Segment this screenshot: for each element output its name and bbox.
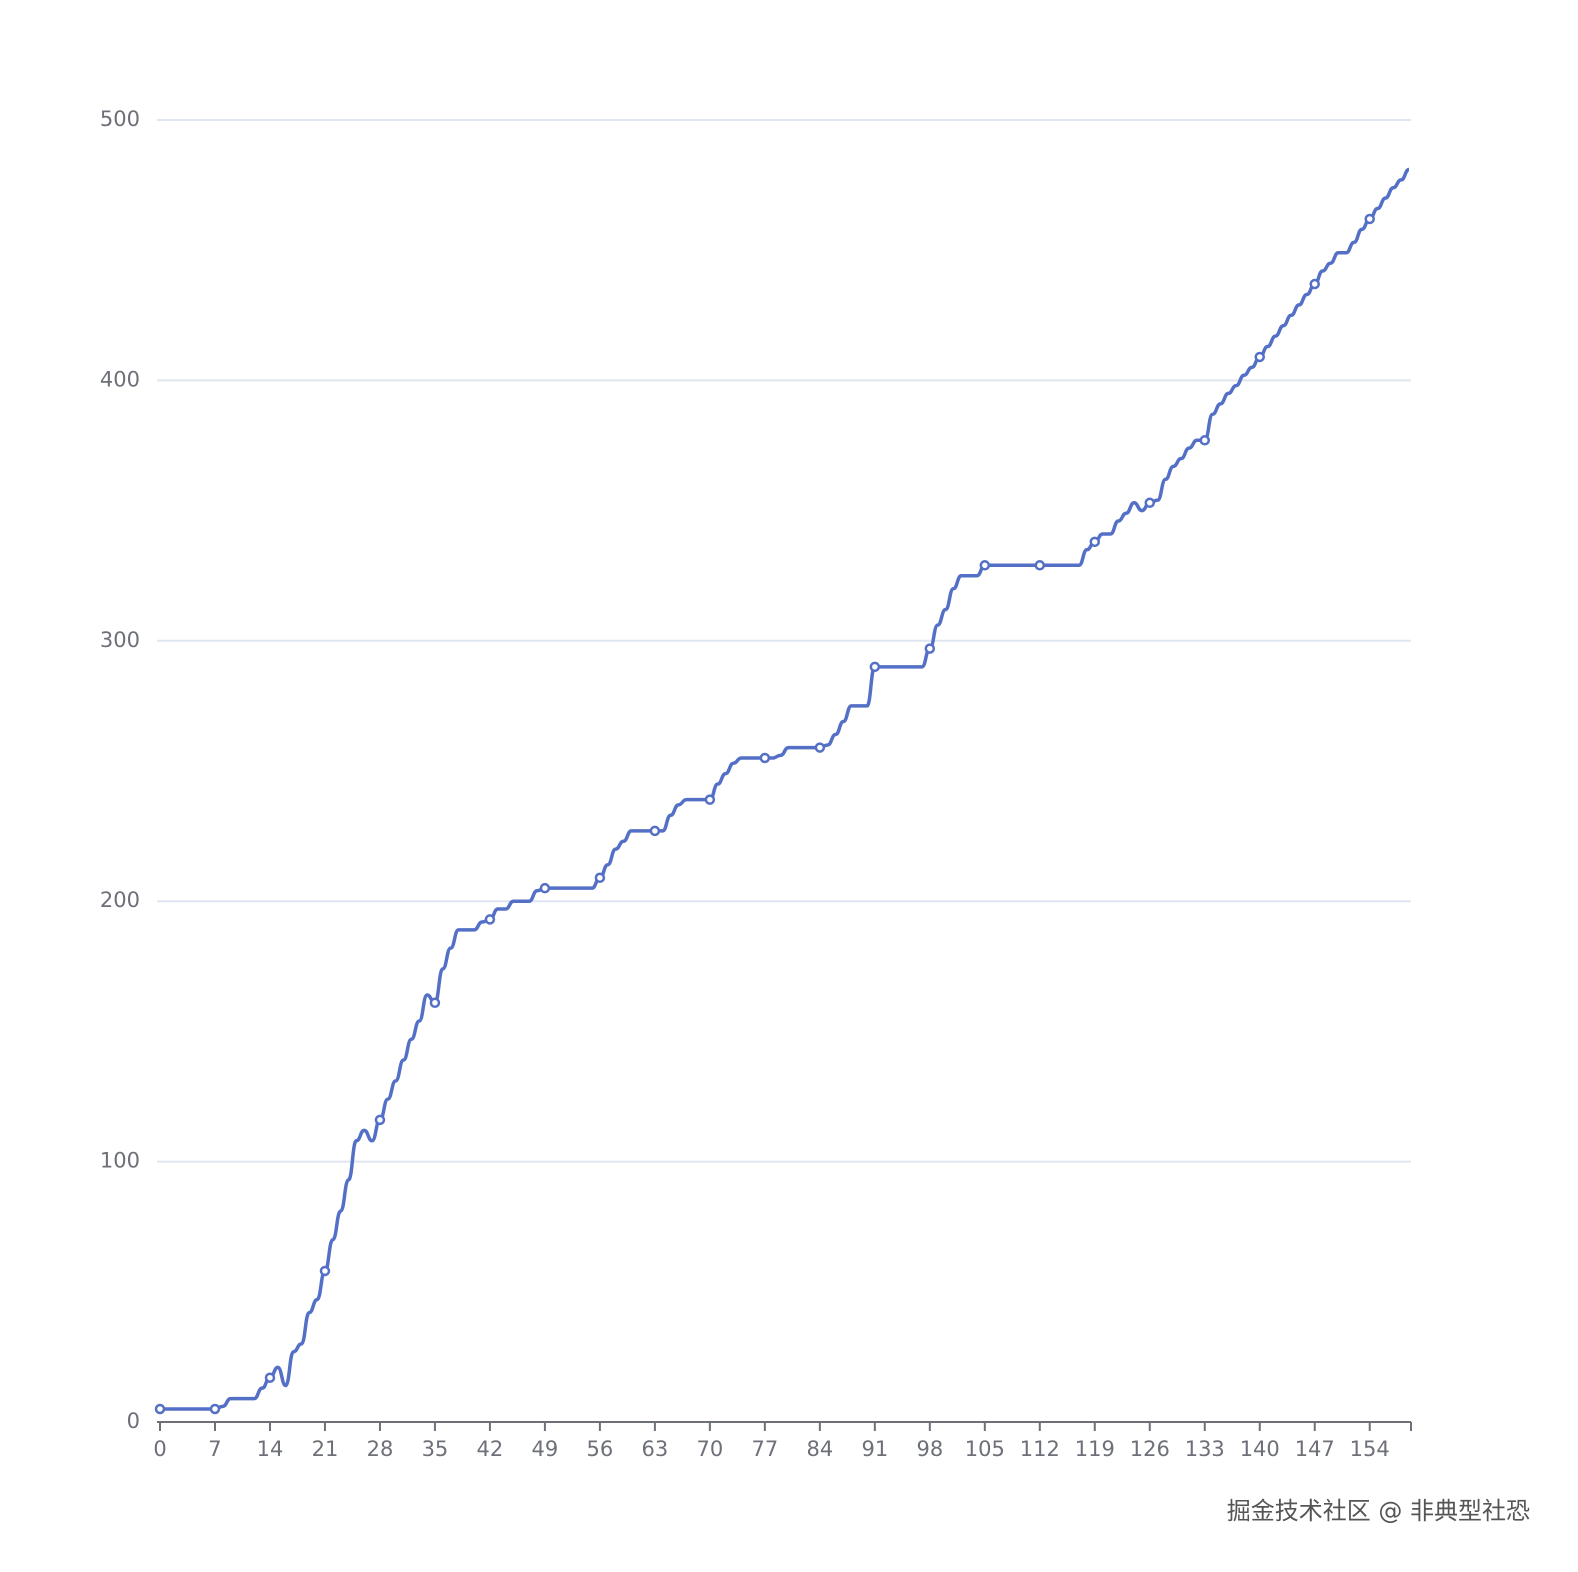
x-tick-label: 63 — [642, 1437, 669, 1461]
point — [649, 825, 661, 837]
point — [869, 661, 881, 673]
watermark: 掘金技术社区 @ 非典型社恐 — [1227, 1497, 1530, 1525]
line — [160, 167, 1410, 1411]
point — [759, 752, 771, 764]
point — [539, 882, 551, 894]
x-tick-label: 56 — [587, 1437, 614, 1461]
point — [924, 643, 936, 654]
point — [1089, 536, 1101, 548]
x-tick-label: 42 — [477, 1437, 504, 1461]
x-tick-label: 119 — [1075, 1437, 1115, 1461]
x-tick-label: 112 — [1020, 1437, 1060, 1461]
x-tick-label: 105 — [965, 1437, 1005, 1461]
y-tick-label: 500 — [100, 107, 140, 131]
point — [154, 1403, 166, 1415]
point — [264, 1372, 276, 1383]
y-tick-label: 0 — [127, 1409, 140, 1433]
y-tick-label: 300 — [100, 628, 140, 652]
point — [319, 1265, 331, 1277]
point — [814, 742, 826, 753]
point — [594, 872, 606, 884]
point — [484, 914, 496, 925]
point — [1309, 278, 1320, 290]
x-tick-label: 91 — [861, 1437, 888, 1461]
x-tick-label: 98 — [916, 1437, 943, 1461]
y-tick-label: 100 — [100, 1149, 140, 1173]
x-tick-label: 49 — [532, 1437, 559, 1461]
x-tick-label: 77 — [751, 1437, 778, 1461]
x-tick-label: 147 — [1295, 1437, 1335, 1461]
x-tick-label: 21 — [312, 1437, 339, 1461]
point — [374, 1114, 386, 1126]
point — [1034, 560, 1046, 571]
x-tick-label: 84 — [806, 1437, 833, 1461]
point — [1199, 435, 1211, 446]
point — [209, 1403, 221, 1415]
point — [429, 997, 441, 1009]
x-tick-label: 0 — [153, 1437, 166, 1461]
x-tick-label: 35 — [422, 1437, 449, 1461]
x-tick-label: 126 — [1130, 1437, 1170, 1461]
point — [1364, 213, 1375, 225]
point — [979, 560, 991, 571]
point — [704, 794, 716, 805]
x-tick-label: 70 — [697, 1437, 724, 1461]
x-tick-label: 28 — [367, 1437, 394, 1461]
x-tick-label: 154 — [1350, 1437, 1390, 1461]
x-tick-label: 14 — [257, 1437, 284, 1461]
point — [1144, 497, 1156, 509]
y-tick-label: 400 — [100, 367, 140, 391]
x-tick-label: 140 — [1240, 1437, 1280, 1461]
y-tick-label: 200 — [100, 888, 140, 912]
point — [1254, 351, 1265, 363]
x-tick-label: 133 — [1185, 1437, 1225, 1461]
x-tick-label: 7 — [208, 1437, 221, 1461]
